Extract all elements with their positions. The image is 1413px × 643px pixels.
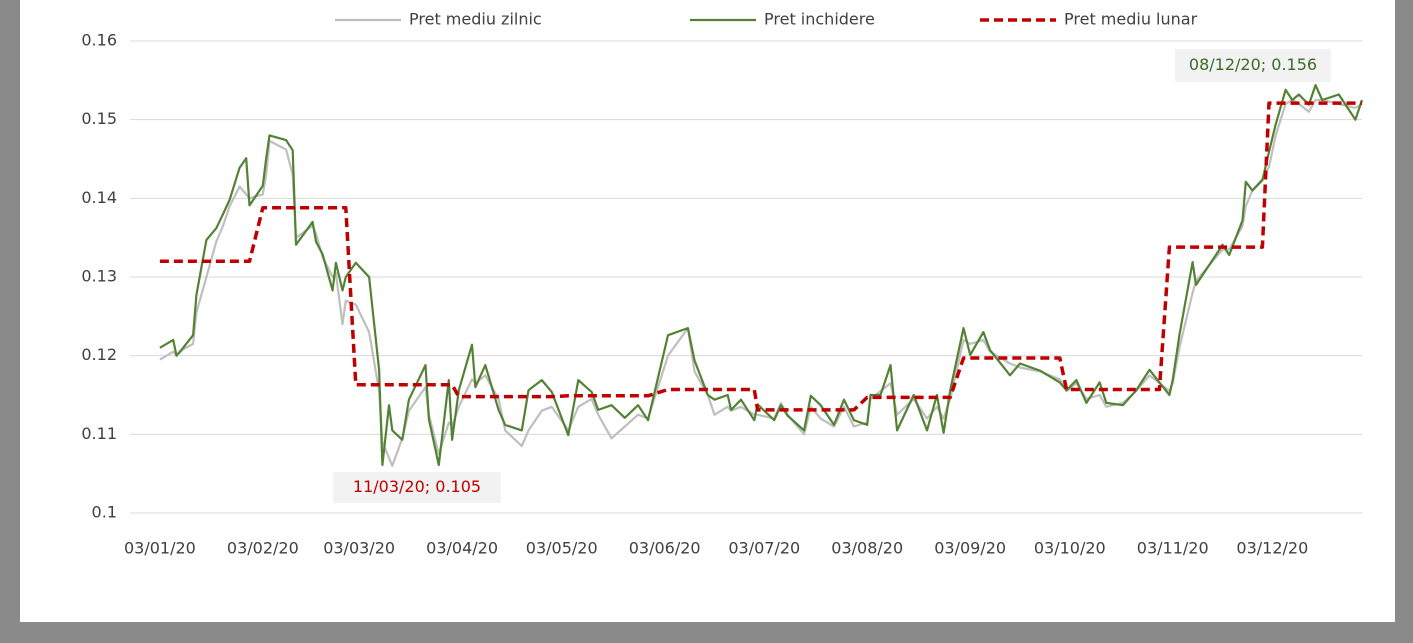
x-tick-label: 03/03/20 (323, 539, 395, 558)
x-tick-label: 03/12/20 (1236, 539, 1308, 558)
x-tick-label: 03/04/20 (426, 539, 498, 558)
annotation: 08/12/20; 0.156 (1189, 55, 1317, 74)
x-tick-label: 03/07/20 (728, 539, 800, 558)
x-tick-label: 03/05/20 (526, 539, 598, 558)
x-tick-label: 03/10/20 (1034, 539, 1106, 558)
legend-label: Pret mediu lunar (1064, 10, 1198, 29)
chart-area (20, 0, 1395, 622)
x-tick-label: 03/08/20 (831, 539, 903, 558)
x-tick-label: 03/09/20 (934, 539, 1006, 558)
y-tick-label: 0.13 (81, 267, 117, 286)
y-tick-label: 0.15 (81, 109, 117, 128)
y-tick-label: 0.14 (81, 188, 117, 207)
series-line (159, 84, 1364, 467)
annotation-box (1175, 49, 1331, 82)
y-tick-label: 0.11 (81, 424, 117, 443)
y-tick-label: 0.12 (81, 345, 117, 364)
x-tick-label: 03/02/20 (227, 539, 299, 558)
y-tick-label: 0.1 (92, 503, 117, 522)
legend-label: Pret mediu zilnic (409, 10, 542, 29)
y-tick-label: 0.16 (81, 31, 117, 50)
annotation-box (333, 472, 501, 503)
series-line (159, 101, 1362, 412)
annotation: 11/03/20; 0.105 (353, 477, 481, 496)
legend-label: Pret inchidere (764, 10, 875, 29)
x-tick-label: 03/01/20 (124, 539, 196, 558)
x-tick-label: 03/11/20 (1137, 539, 1209, 558)
x-tick-label: 03/06/20 (629, 539, 701, 558)
